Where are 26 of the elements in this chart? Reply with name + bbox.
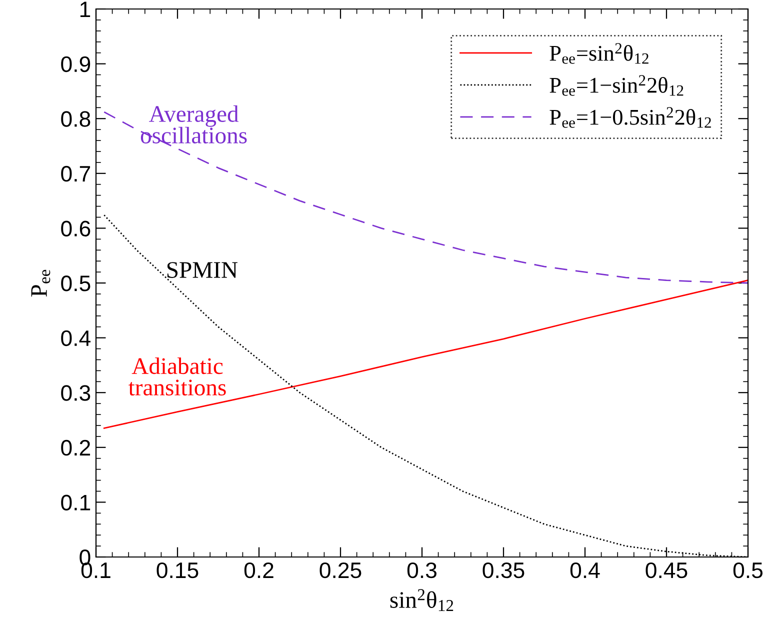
legend-label: P$_{ee}$=1−sin$^{2}$2θ$_{12}$ xyxy=(550,75,684,96)
x-tick-label: 0.2 xyxy=(244,562,274,578)
y-tick-label: 1 xyxy=(80,2,90,18)
y-tick-label: 0.1 xyxy=(61,494,90,510)
x-tick-label: 0.35 xyxy=(482,562,524,578)
y-tick-label: 0.8 xyxy=(61,111,90,127)
x-tick-label: 0.45 xyxy=(646,562,688,578)
x-tick-label: 0.3 xyxy=(407,562,436,578)
annotation: Averaged oscillations xyxy=(140,105,247,144)
annotation: Adiabatic transitions xyxy=(128,357,226,396)
legend-label: P$_{ee}$=sin$^{2}$θ$_{12}$ xyxy=(550,43,648,64)
y-tick-label: 0.6 xyxy=(61,220,90,236)
x-axis-title: sin$^{2}$θ$_{12}$ xyxy=(390,589,454,611)
y-tick-label: 0.7 xyxy=(61,166,90,182)
legend-label: P$_{ee}$=1−0.5sin$^{2}$2θ$_{12}$ xyxy=(550,107,711,128)
x-tick-label: 0.15 xyxy=(156,562,198,578)
y-tick-label: 0.5 xyxy=(61,276,90,292)
annotation: SPMIN xyxy=(167,262,238,278)
x-tick-label: 0.25 xyxy=(320,562,362,578)
y-tick-label: 0.9 xyxy=(61,56,90,72)
x-tick-label: 0.4 xyxy=(570,562,600,578)
y-axis-title: P$_{ee}$ xyxy=(31,270,50,297)
y-tick-label: 0.2 xyxy=(61,440,90,456)
x-tick-label: 0.5 xyxy=(733,562,763,578)
y-tick-label: 0.4 xyxy=(61,330,90,346)
y-tick-label: 0.3 xyxy=(61,385,90,401)
